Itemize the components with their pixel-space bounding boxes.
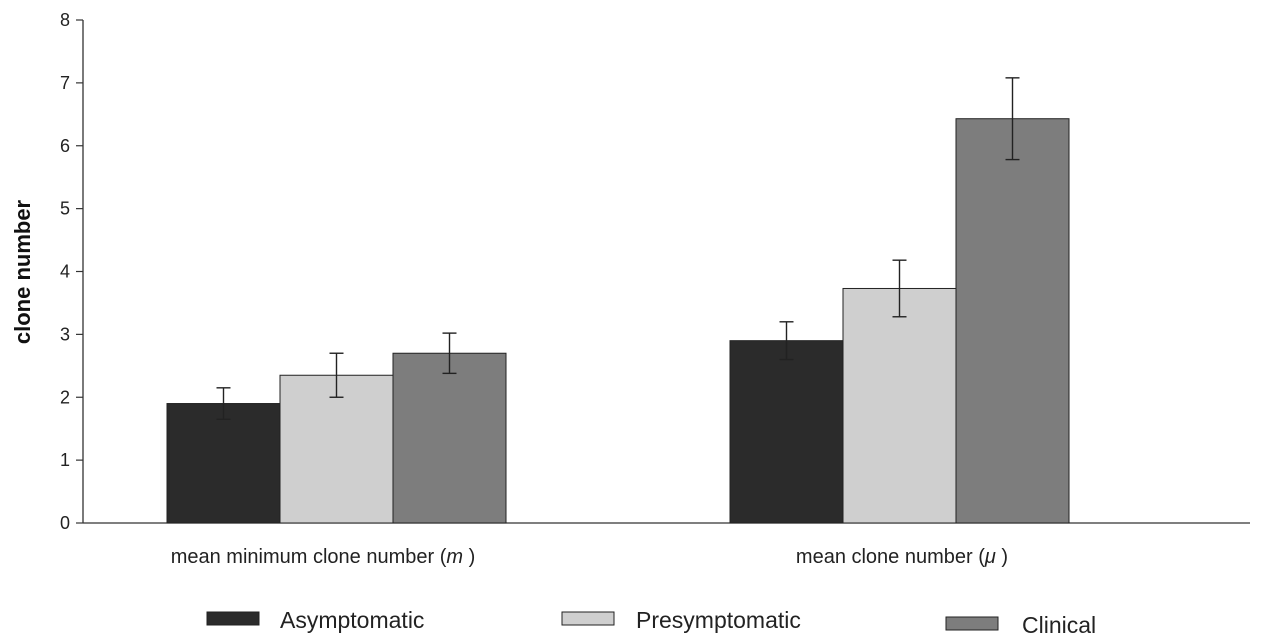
category-labels: mean minimum clone number (m ) mean clone… (171, 546, 1008, 568)
bar-clinical-1 (955, 118, 1070, 524)
bar-clinical-0 (392, 352, 507, 524)
legend-label-clinical: Clinical (1022, 612, 1096, 636)
y-tick-label: 2 (60, 387, 70, 407)
legend-swatch-clinical (945, 616, 999, 631)
y-ticks: 0 1 2 3 4 5 6 7 8 (60, 10, 83, 533)
bar-presymptomatic-0 (279, 374, 394, 524)
y-tick-label: 4 (60, 262, 70, 282)
y-axis-label: clone number (10, 199, 35, 344)
legend-swatch-presymptomatic (561, 611, 615, 626)
y-tick-label: 8 (60, 10, 70, 30)
error-bars (216, 77, 1020, 420)
bar-presymptomatic-1 (842, 287, 957, 524)
category-label-1: mean clone number (μ ) (796, 546, 1008, 568)
y-tick-label: 7 (60, 73, 70, 93)
legend-label-presymptomatic: Presymptomatic (636, 607, 801, 633)
legend-swatch-asymptomatic (206, 611, 260, 626)
legend-label-asymptomatic: Asymptomatic (280, 607, 424, 633)
y-tick-label: 3 (60, 324, 70, 344)
bar-asymptomatic-1 (729, 340, 844, 524)
bars (166, 118, 1070, 524)
y-tick-label: 5 (60, 199, 70, 219)
legend: Asymptomatic Presymptomatic Clinical (206, 607, 1096, 636)
category-label-0: mean minimum clone number (m ) (171, 546, 476, 568)
bar-asymptomatic-0 (166, 403, 281, 524)
y-tick-label: 1 (60, 450, 70, 470)
y-tick-label: 0 (60, 513, 70, 533)
y-tick-label: 6 (60, 136, 70, 156)
